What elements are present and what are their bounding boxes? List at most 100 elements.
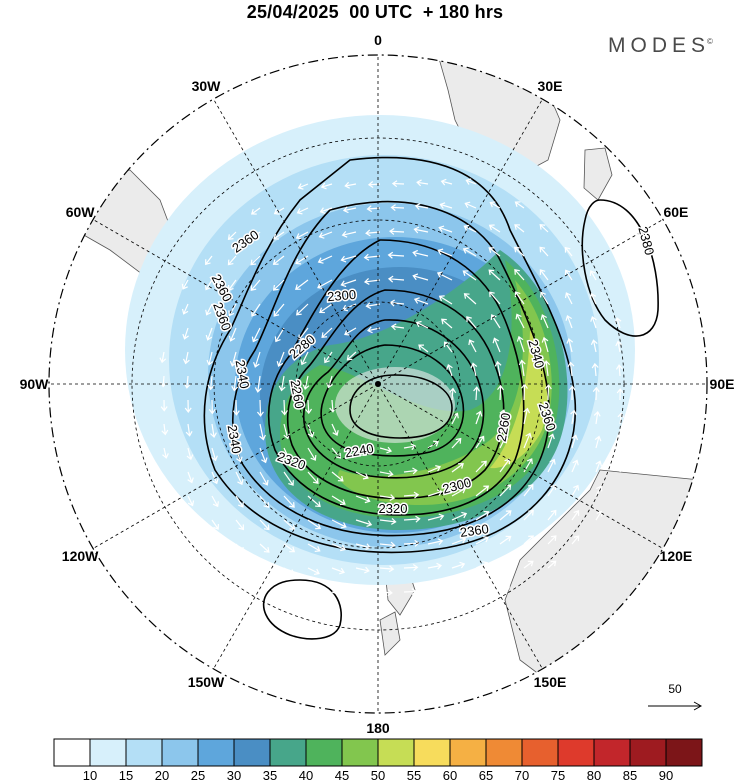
wind-arrow: [182, 351, 190, 365]
wind-arrow: [251, 327, 261, 343]
longitude-label: 30E: [538, 78, 563, 94]
wind-arrow: [331, 495, 346, 506]
wind-arrow: [331, 567, 345, 575]
wind-arrow: [379, 565, 395, 573]
colorbar-tick-label: 35: [263, 768, 277, 782]
longitude-label: 150E: [534, 674, 567, 690]
wind-arrow: [235, 495, 244, 508]
wind-arrow: [540, 314, 549, 329]
meridian-line: [377, 383, 543, 670]
wind-arrow: [523, 535, 534, 545]
wind-arrow: [439, 202, 453, 209]
wind-arrow: [594, 435, 602, 449]
wind-arrow: [449, 387, 457, 401]
contour-2300: [286, 289, 505, 500]
wind-arrow: [181, 279, 189, 290]
wind-arrow: [331, 423, 339, 436]
wind-arrow: [494, 360, 502, 377]
wind-arrow: [250, 207, 261, 215]
wind-arrow: [340, 255, 357, 263]
contour-2380-east: [581, 199, 659, 337]
wind-arrow: [317, 279, 333, 289]
wind-arrow: [355, 471, 369, 480]
wind-arrow: [463, 293, 477, 305]
wind-arrow: [379, 494, 396, 502]
wind-arrow: [488, 269, 501, 281]
wind-arrow: [443, 341, 453, 353]
meridian-line: [377, 219, 664, 385]
longitude-label: 90E: [710, 376, 735, 392]
wind-arrow: [451, 561, 466, 569]
wind-arrow: [379, 470, 394, 478]
colorbar-swatch: [665, 738, 703, 767]
wind-arrow: [614, 317, 622, 329]
wind-arrow: [234, 423, 242, 440]
wind-arrow: [427, 538, 444, 546]
wind-arrow: [379, 589, 393, 597]
wind-arrow: [210, 423, 217, 439]
wind-arrow: [489, 201, 501, 209]
colorbar-swatch: [341, 738, 379, 767]
wind-arrow: [204, 279, 213, 291]
wind-arrow: [319, 207, 333, 214]
colorbar-swatch: [125, 738, 163, 767]
wind-arrow: [616, 388, 624, 401]
colorbar-swatch: [197, 738, 235, 767]
height-contours: [203, 156, 659, 640]
wind-arrow: [250, 231, 261, 240]
wind-arrow: [319, 303, 333, 314]
wind-arrow: [466, 316, 477, 329]
wind-arrow: [518, 359, 526, 377]
wind-arrow: [618, 461, 626, 473]
wind-arrow: [515, 313, 525, 329]
wind-arrow: [159, 351, 167, 364]
wind-arrow: [278, 375, 286, 392]
colorbar-tick-label: 10: [83, 768, 97, 782]
colorbar-tick-label: 60: [443, 768, 457, 782]
wind-arrow: [250, 279, 261, 291]
wind-arrow: [413, 297, 429, 305]
contour-2360-outer: [203, 156, 577, 554]
wind-arrow: [208, 399, 216, 415]
wind-arrow: [615, 340, 623, 353]
wind-arrow: [183, 375, 191, 389]
contour-label: 2260: [288, 379, 308, 410]
wind-arrow: [363, 253, 381, 261]
wind-arrow: [232, 399, 240, 416]
wind-arrow: [451, 586, 465, 594]
wind-arrow: [427, 587, 441, 595]
wind-arrow: [403, 588, 417, 596]
wind-arrow: [344, 181, 357, 189]
colorbar-tick-label: 50: [371, 768, 385, 782]
wind-arrow: [617, 412, 625, 425]
wind-arrow: [589, 293, 597, 305]
wind-arrow: [475, 561, 489, 569]
colorbar-swatch: [53, 738, 91, 767]
wind-arrow: [413, 226, 429, 234]
wind-arrow: [513, 246, 525, 257]
wind-arrow: [259, 519, 270, 531]
wind-arrow: [414, 203, 429, 210]
colorbar-swatch: [89, 738, 127, 767]
wind-arrow: [590, 339, 598, 353]
wind-arrow: [295, 279, 309, 290]
wind-arrow: [441, 318, 453, 329]
wind-arrow: [283, 495, 295, 508]
wind-arrow: [205, 327, 213, 341]
wind-arrow: [547, 458, 556, 473]
wind-arrow: [211, 543, 219, 553]
wind-arrow: [592, 386, 600, 401]
meridian-line: [92, 383, 379, 549]
contour-2260: [320, 344, 465, 457]
contour-label: 2240: [344, 441, 375, 461]
longitude-label: 150W: [188, 674, 225, 690]
contour-label: 2340: [233, 359, 253, 390]
colorbar-tick-label: 15: [119, 768, 133, 782]
wind-arrow: [205, 303, 213, 316]
longitude-label: 120E: [660, 548, 693, 564]
wind-arrow: [470, 362, 478, 377]
colorbar-swatch: [269, 738, 307, 767]
wind-arrow: [571, 484, 580, 497]
wind-arrow: [283, 543, 296, 553]
